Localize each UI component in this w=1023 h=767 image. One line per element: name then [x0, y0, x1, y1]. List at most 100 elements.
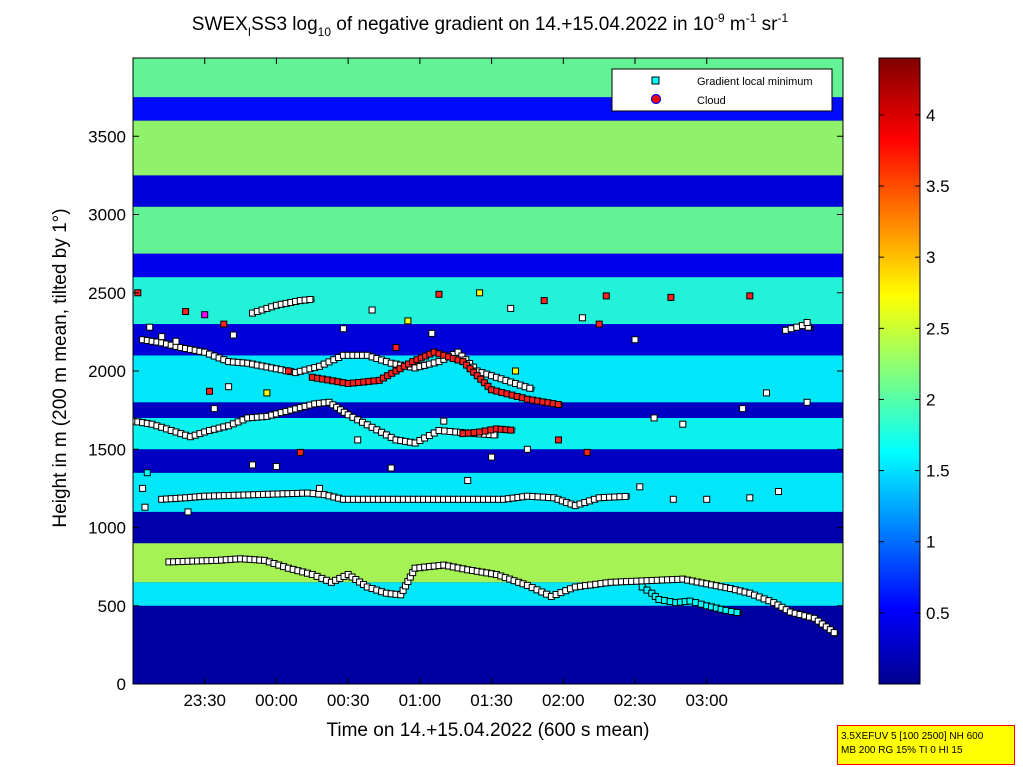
x-tick-label: 00:00 [255, 691, 298, 710]
cloud-2000-marker [554, 401, 562, 408]
x-tick-label: 02:30 [614, 691, 657, 710]
x-tick-label: 03:00 [685, 691, 728, 710]
legend-label-gradient: Gradient local minimum [697, 76, 813, 88]
heatmap-band-3 [133, 511, 843, 544]
heatmap-band-0 [133, 605, 843, 684]
colorbar-tick-label: 4 [926, 106, 935, 125]
colorbar-tick-label: 0.5 [926, 604, 950, 623]
x-axis-ticks: 23:30 00:00 00:30 01:00 01:30 02:00 02:30 03:00 [183, 58, 728, 710]
chart-title: SWEXISS3 log10 of negative gradient on 1… [192, 11, 789, 39]
heatmap-band-10 [133, 277, 843, 325]
scatter-marker [143, 469, 151, 477]
legend-marker-gradient [651, 76, 660, 85]
title-sup3: -1 [778, 11, 789, 25]
scatter-marker [296, 448, 304, 456]
title-post: of negative gradient on 14.+15.04.2022 i… [331, 14, 714, 35]
scatter-marker [339, 325, 347, 333]
y-tick-label: 2000 [88, 362, 126, 381]
heatmap-band-1 [133, 582, 843, 606]
scatter-marker [739, 405, 747, 413]
cyan-600-marker [733, 609, 741, 616]
scatter-marker [631, 336, 639, 344]
gradient-layers [133, 296, 840, 638]
colorbar-tick-label: 1 [926, 533, 935, 552]
layer-2400-marker [306, 296, 314, 303]
heatmap-band-11 [133, 253, 843, 278]
scatter-marker [803, 319, 811, 326]
colorbar-tick-label: 2.5 [926, 319, 950, 338]
scatter-marker [158, 333, 166, 341]
heatmap-band-2 [133, 543, 843, 583]
heatmap-band-9 [133, 324, 843, 356]
scatter-marker [464, 477, 472, 484]
y-tick-label: 2500 [88, 284, 126, 303]
colorbar: 0.5 1 1.5 2 2.5 3 3.5 4 [878, 57, 950, 685]
scatter-marker [679, 420, 687, 428]
scatter-marker [404, 317, 412, 325]
title-sub2: 10 [318, 25, 332, 39]
scatter-marker [172, 337, 180, 345]
x-tick-label: 01:30 [470, 691, 513, 710]
scatter-marker [763, 389, 770, 397]
scatter-marker [139, 484, 147, 492]
scatter-marker [182, 308, 190, 315]
y-axis-label: Height in m (200 m mean, tilted by 1°) [50, 208, 71, 527]
y-tick-label: 3500 [88, 127, 126, 146]
heatmap-band-14 [133, 120, 843, 176]
y-tick-label: 500 [98, 597, 126, 616]
scatter-marker [540, 297, 548, 305]
cloud-2000-marker [463, 361, 470, 369]
heatmap-band-7 [133, 402, 843, 418]
scatter-marker [746, 292, 754, 300]
layer-1200-marker [621, 493, 629, 500]
scatter-marker [263, 389, 271, 397]
scatter-marker [523, 445, 531, 453]
cyan-600-marker [692, 599, 700, 607]
colorbar-gradient [878, 57, 921, 685]
scatter-marker [316, 484, 323, 492]
x-tick-label: 02:00 [542, 691, 585, 710]
scatter-marker [354, 436, 362, 444]
scatter-marker [428, 329, 436, 337]
cloud-2000-marker [480, 379, 488, 387]
y-tick-label: 1000 [88, 519, 126, 538]
scatter-marker [602, 292, 610, 300]
scatter-marker [392, 344, 400, 351]
layer-800-marker [830, 629, 838, 637]
title-pre: SWEX [192, 14, 248, 35]
scatter-marker [650, 414, 658, 422]
scatter-marker [636, 483, 644, 491]
colorbar-tick-label: 1.5 [926, 462, 950, 481]
colorbar-tick-label: 3 [926, 248, 935, 267]
info-line-2: MB 200 RG 15% TI 0 HI 15 [841, 745, 963, 756]
x-axis-label: Time on 14.+15.04.2022 (600 s mean) [326, 720, 649, 741]
title-unit-sr: sr [756, 14, 778, 35]
scatter-marker [595, 320, 603, 328]
legend-box [611, 68, 833, 112]
scatter-marker [184, 508, 192, 516]
scatter-marker [249, 461, 256, 469]
layer-2000-marker [526, 384, 534, 392]
scatter-marker [667, 293, 675, 301]
heatmap-band-5 [133, 449, 843, 473]
scatter-marker [272, 463, 280, 470]
scatter-marker [803, 398, 811, 406]
scatter-marker [488, 453, 496, 461]
scatter-marker [507, 304, 515, 312]
heatmap-band-13 [133, 175, 843, 207]
scatter-marker [476, 289, 484, 297]
x-tick-label: 01:00 [399, 691, 442, 710]
scatter-marker [220, 320, 228, 328]
scatter-marker [229, 331, 237, 339]
scatter-marker [210, 405, 218, 413]
y-tick-label: 1500 [88, 440, 126, 459]
scatter-marker [703, 495, 711, 503]
y-tick-label: 0 [117, 675, 126, 694]
scatter-marker [669, 495, 677, 503]
colorbar-tick-label: 3.5 [926, 177, 950, 196]
heatmap-band-12 [133, 206, 843, 254]
scatter-marker [368, 306, 376, 314]
scatter-marker [440, 417, 448, 425]
scatter-marker [555, 436, 562, 444]
